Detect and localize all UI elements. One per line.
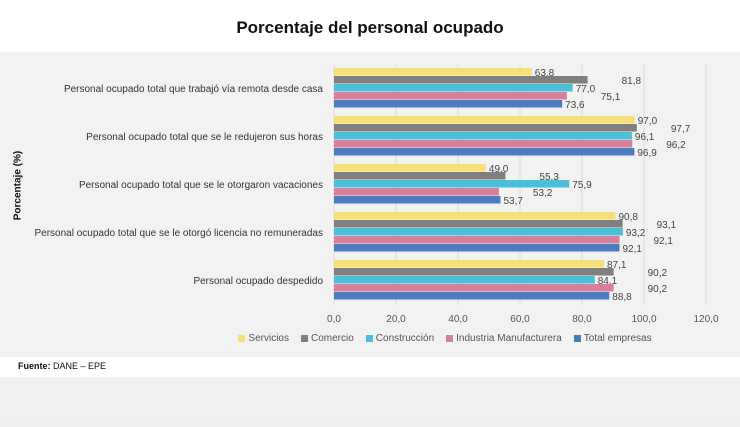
bar bbox=[334, 236, 620, 244]
bar bbox=[334, 132, 632, 140]
bar bbox=[334, 116, 635, 124]
bar bbox=[334, 172, 506, 180]
bar bbox=[334, 196, 501, 204]
data-label: 75,9 bbox=[572, 180, 592, 191]
bar bbox=[334, 84, 573, 92]
bar bbox=[334, 188, 499, 196]
category-label: Personal ocupado total que se le redujer… bbox=[86, 132, 323, 143]
bar bbox=[334, 284, 614, 292]
data-label: 96,2 bbox=[666, 140, 686, 151]
data-label: 77,0 bbox=[576, 84, 596, 95]
data-label: 84,1 bbox=[598, 276, 618, 287]
legend-label: Industria Manufacturera bbox=[456, 333, 562, 344]
x-tick-label: 0,0 bbox=[327, 314, 341, 325]
bar bbox=[334, 212, 616, 220]
x-tick-label: 100,0 bbox=[631, 314, 656, 325]
data-label: 97,7 bbox=[671, 124, 691, 135]
data-label: 96,9 bbox=[637, 148, 657, 159]
data-label: 96,1 bbox=[635, 132, 655, 143]
source-label: Fuente: bbox=[18, 361, 51, 371]
category-label: Personal ocupado total que trabajó vía r… bbox=[64, 84, 323, 95]
data-label: 81,8 bbox=[622, 76, 642, 87]
data-label: 53,2 bbox=[533, 188, 553, 199]
legend-item: Comercio bbox=[300, 333, 354, 344]
bar bbox=[334, 268, 614, 276]
bar bbox=[334, 276, 595, 284]
x-tick-label: 20,0 bbox=[386, 314, 406, 325]
bar bbox=[334, 228, 623, 236]
header-band bbox=[0, 0, 740, 52]
category-label: Personal ocupado total que se le otorgar… bbox=[79, 180, 323, 191]
data-label: 88,8 bbox=[612, 292, 632, 303]
bar bbox=[334, 68, 532, 76]
legend-swatch bbox=[365, 335, 373, 342]
data-label: 92,1 bbox=[623, 244, 643, 255]
bar bbox=[334, 180, 570, 188]
x-tick-label: 80,0 bbox=[572, 314, 592, 325]
data-label: 75,1 bbox=[601, 92, 621, 103]
chart-title: Porcentaje del personal ocupado bbox=[236, 18, 504, 37]
bar bbox=[334, 164, 486, 172]
bar bbox=[334, 260, 605, 268]
legend-label: Construcción bbox=[375, 333, 435, 344]
data-label: 53,7 bbox=[503, 196, 523, 207]
legend-label: Comercio bbox=[310, 333, 354, 344]
bar bbox=[334, 76, 588, 84]
bar bbox=[334, 148, 635, 156]
data-label: 93,1 bbox=[657, 220, 677, 231]
bar bbox=[334, 124, 637, 132]
source-band: Fuente: DANE – EPE bbox=[0, 357, 740, 377]
data-label: 93,2 bbox=[626, 228, 646, 239]
data-label: 63,8 bbox=[535, 68, 555, 79]
legend-swatch bbox=[238, 335, 246, 342]
bar bbox=[334, 244, 620, 252]
x-tick-label: 60,0 bbox=[510, 314, 530, 325]
legend-swatch bbox=[573, 335, 581, 342]
legend-item: Construcción bbox=[365, 333, 435, 344]
category-label: Personal ocupado total que se le otorgó … bbox=[34, 228, 323, 239]
source-note: Fuente: DANE – EPE bbox=[18, 361, 106, 371]
legend-label: Servicios bbox=[248, 333, 289, 344]
category-label: Personal ocupado despedido bbox=[193, 276, 323, 287]
legend-item: Servicios bbox=[238, 333, 289, 344]
legend-item: Total empresas bbox=[573, 333, 652, 344]
data-label: 90,2 bbox=[648, 284, 668, 295]
legend-swatch bbox=[300, 335, 308, 342]
legend-label: Total empresas bbox=[583, 333, 652, 344]
x-tick-label: 40,0 bbox=[448, 314, 468, 325]
data-label: 73,6 bbox=[565, 100, 585, 111]
x-tick-label: 120,0 bbox=[693, 314, 718, 325]
data-label: 87,1 bbox=[607, 260, 627, 271]
data-label: 49,0 bbox=[489, 164, 509, 175]
bar bbox=[334, 220, 623, 228]
data-label: 55,3 bbox=[539, 172, 559, 183]
bar bbox=[334, 100, 563, 108]
bar bbox=[334, 92, 567, 100]
data-label: 90,2 bbox=[648, 268, 668, 279]
legend-swatch bbox=[446, 335, 454, 342]
data-label: 92,1 bbox=[654, 236, 674, 247]
legend-item: Industria Manufacturera bbox=[446, 333, 562, 344]
legend: Servicios Comercio Construcción Industria M… bbox=[0, 333, 740, 344]
source-value: DANE – EPE bbox=[53, 361, 107, 371]
bar bbox=[334, 140, 633, 148]
data-label: 90,8 bbox=[618, 212, 638, 223]
bar bbox=[334, 292, 610, 300]
data-label: 97,0 bbox=[638, 116, 658, 127]
